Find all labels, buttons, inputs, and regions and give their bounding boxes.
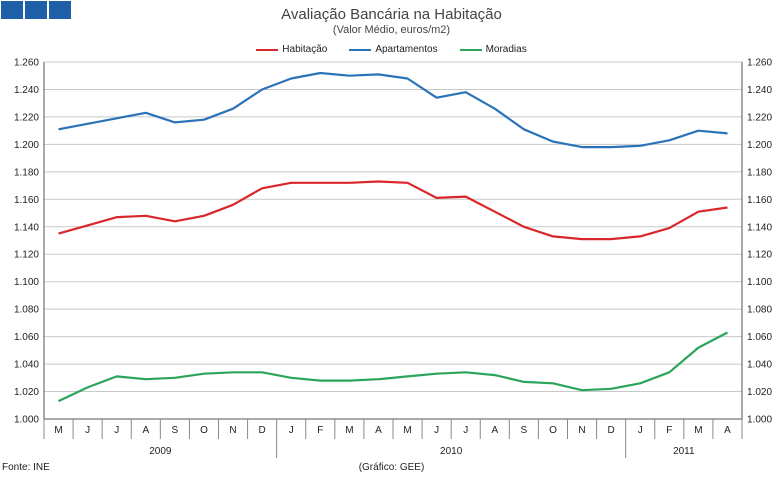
x-tick-label: J (289, 425, 294, 436)
x-tick-label: A (724, 425, 731, 436)
y-tick-label-right: 1.220 (747, 112, 772, 123)
x-tick-label: J (638, 425, 643, 436)
x-tick-label: D (259, 425, 266, 436)
y-tick-label-right: 1.000 (747, 415, 772, 426)
y-tick-label-left: 1.100 (14, 277, 39, 288)
series-line-apartamentos (58, 71, 728, 149)
x-tick-label: J (434, 425, 439, 436)
legend: Habitação Apartamentos Moradias (0, 44, 783, 55)
year-label: 2011 (673, 446, 695, 457)
y-tick-label-left: 1.120 (14, 250, 39, 261)
x-tick-label: F (666, 425, 672, 436)
x-tick-label: D (608, 425, 615, 436)
x-tick-label: A (142, 425, 149, 436)
x-tick-label: M (694, 425, 702, 436)
legend-item-habitacao: Habitação (256, 44, 327, 55)
y-tick-label-left: 1.220 (14, 112, 39, 123)
legend-label-moradias: Moradias (485, 44, 527, 55)
y-tick-label-left: 1.260 (14, 58, 39, 69)
series-line-moradias (58, 331, 729, 403)
y-tick-label-right: 1.100 (747, 277, 772, 288)
y-tick-label-left: 1.180 (14, 167, 39, 178)
chart-subtitle: (Valor Médio, euros/m2) (332, 24, 451, 36)
y-tick-label-left: 1.000 (14, 415, 39, 426)
y-tick-label-right: 1.020 (747, 387, 772, 398)
y-tick-label-left: 1.240 (14, 85, 39, 96)
x-tick-label: J (85, 425, 90, 436)
x-tick-label: O (200, 425, 208, 436)
source-note: Fonte: INE (2, 462, 50, 473)
legend-swatch-moradias (459, 48, 482, 51)
x-tick-label: A (491, 425, 498, 436)
logo-block-2 (25, 1, 47, 19)
year-label: 2009 (149, 446, 172, 457)
y-tick-label-right: 1.240 (747, 85, 772, 96)
x-tick-label: J (463, 425, 468, 436)
y-tick-label-right: 1.060 (747, 332, 772, 343)
x-tick-label: S (172, 425, 179, 436)
logo (1, 1, 71, 19)
chart-title: Avaliação Bancária na Habitação (281, 6, 502, 23)
credit-note: (Gráfico: GEE) (358, 462, 425, 473)
y-tick-label-right: 1.080 (747, 305, 772, 316)
legend-item-moradias: Moradias (459, 44, 527, 55)
y-tick-label-right: 1.120 (747, 250, 772, 261)
y-tick-label-right: 1.180 (747, 167, 772, 178)
y-tick-label-left: 1.060 (14, 332, 39, 343)
x-tick-label: O (549, 425, 557, 436)
y-tick-label-left: 1.160 (14, 195, 39, 206)
y-tick-label-left: 1.040 (14, 360, 39, 371)
legend-label-habitacao: Habitação (282, 44, 328, 55)
y-tick-label-left: 1.140 (14, 222, 39, 233)
y-tick-label-right: 1.160 (747, 195, 772, 206)
x-tick-label: J (114, 425, 119, 436)
x-tick-label: F (317, 425, 323, 436)
x-tick-label: M (54, 425, 62, 436)
y-tick-label-right: 1.140 (747, 222, 772, 233)
x-tick-label: N (578, 425, 585, 436)
y-tick-label-right: 1.260 (747, 58, 772, 69)
x-tick-label: M (345, 425, 353, 436)
x-tick-label: A (375, 425, 382, 436)
y-tick-label-left: 1.080 (14, 305, 39, 316)
legend-label-apartamentos: Apartamentos (375, 44, 438, 55)
x-tick-label: M (403, 425, 411, 436)
x-tick-label: N (229, 425, 236, 436)
y-tick-label-right: 1.200 (747, 140, 772, 151)
y-tick-label-right: 1.040 (747, 360, 772, 371)
year-label: 2010 (440, 446, 463, 457)
y-tick-label-left: 1.020 (14, 387, 39, 398)
x-tick-label: S (521, 425, 528, 436)
logo-block-1 (1, 1, 23, 19)
logo-block-3 (49, 1, 71, 19)
legend-swatch-habitacao (256, 48, 279, 51)
legend-item-apartamentos: Apartamentos (349, 44, 438, 55)
series-line-habitacao (58, 180, 728, 241)
y-tick-label-left: 1.200 (14, 140, 39, 151)
legend-swatch-apartamentos (349, 48, 372, 51)
